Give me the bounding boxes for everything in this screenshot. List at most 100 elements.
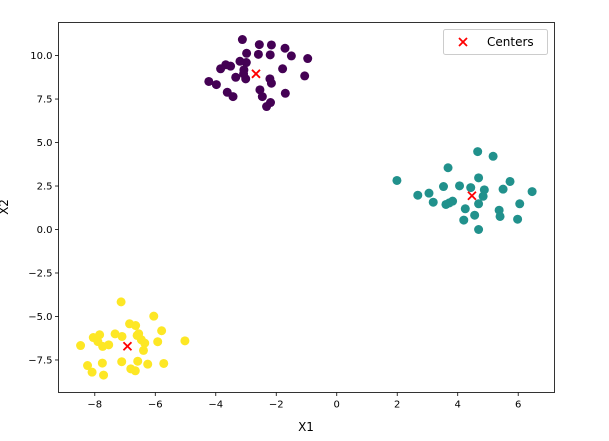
x-tick-label: −2	[269, 400, 284, 411]
cluster-0-point	[257, 92, 267, 102]
cluster-1-point	[505, 176, 515, 186]
cluster-0-point	[265, 50, 275, 60]
cluster-0-point	[280, 88, 290, 98]
cluster-2-point	[117, 331, 127, 341]
cluster-1-point	[424, 188, 434, 198]
x-tick-label: 2	[394, 400, 400, 411]
cluster-1-point	[444, 198, 454, 208]
cluster-2-point	[83, 361, 93, 371]
center-marker	[122, 341, 133, 351]
cluster-2-point	[116, 297, 126, 307]
cluster-2-point	[130, 366, 140, 376]
x-axis-label: X1	[298, 420, 314, 434]
y-axis: −7.5 −5.0 −2.5 0.0 2.5 5.0 7.5 10.0	[28, 51, 59, 366]
x-tick-label: −4	[208, 400, 223, 411]
cluster-1-point	[428, 197, 438, 207]
y-tick-label: 10.0	[30, 51, 52, 62]
cluster-0-point	[303, 54, 313, 64]
cluster-1-point	[466, 183, 476, 193]
cluster-2-point	[180, 336, 190, 346]
cluster-1-point	[470, 210, 480, 220]
cluster-1-point	[474, 199, 484, 209]
points-layer	[76, 35, 537, 380]
y-tick-label: 2.5	[37, 182, 53, 193]
y-axis-label: X2	[0, 199, 11, 215]
x-tick-label: 4	[455, 400, 461, 411]
cluster-2-point	[97, 358, 107, 368]
cluster-2-point	[134, 329, 144, 339]
cluster-0-point	[237, 35, 247, 45]
cluster-2-point	[133, 356, 143, 366]
cluster-2-point	[138, 345, 148, 355]
legend-box	[443, 29, 548, 55]
cluster-2-point	[149, 311, 159, 321]
cluster-2-point	[153, 337, 163, 347]
cluster-0-point	[266, 78, 276, 88]
cluster-0-point	[228, 92, 238, 102]
cluster-1-point	[488, 151, 498, 161]
cluster-0-point	[255, 85, 265, 95]
cluster-2-point	[157, 326, 167, 336]
cluster-2-point	[76, 341, 86, 351]
cluster-0-point	[254, 40, 264, 50]
cluster-2-point	[159, 358, 169, 368]
cluster-0-point	[231, 72, 241, 82]
cluster-0-point	[216, 64, 226, 74]
cluster-2-point	[104, 340, 114, 350]
cluster-0-point	[262, 102, 272, 112]
cluster-1-point	[495, 211, 505, 221]
cluster-1-point	[527, 187, 537, 197]
cluster-0-point	[211, 80, 221, 90]
cluster-0-point	[204, 76, 214, 86]
y-tick-label: −7.5	[28, 355, 52, 366]
plot-frame	[58, 22, 555, 393]
cluster-0-point	[253, 49, 263, 59]
cluster-2-point	[87, 367, 97, 377]
cluster-1-point	[515, 199, 525, 209]
cluster-1-point	[478, 191, 488, 201]
cluster-2-point	[131, 321, 141, 331]
cluster-1-point	[455, 181, 465, 191]
cluster-1-point	[392, 175, 402, 185]
cluster-0-point	[239, 69, 249, 79]
cluster-0-point	[241, 58, 251, 68]
cluster-1-point	[474, 225, 484, 235]
cluster-1-point	[460, 204, 470, 214]
x-tick-label: 6	[515, 400, 521, 411]
center-marker	[251, 69, 261, 79]
legend-centers-label: Centers	[487, 35, 534, 49]
y-tick-label: 5.0	[37, 138, 53, 149]
legend: Centers	[443, 29, 548, 55]
cluster-1-point	[443, 163, 453, 173]
legend-centers-marker	[458, 37, 468, 47]
x-tick-label: −8	[87, 400, 102, 411]
cluster-0-point	[242, 48, 252, 58]
x-tick-label: 0	[334, 400, 340, 411]
cluster-2-point	[140, 338, 150, 348]
y-tick-label: 7.5	[37, 95, 53, 106]
y-tick-label: −2.5	[28, 268, 52, 279]
cluster-1-point	[498, 184, 508, 194]
cluster-0-point	[286, 51, 296, 61]
y-tick-label: −5.0	[28, 312, 52, 323]
cluster-1-point	[513, 214, 523, 224]
cluster-1-point	[474, 173, 484, 183]
cluster-1-point	[439, 182, 449, 192]
cluster-0-point	[266, 40, 276, 50]
y-tick-label: 0.0	[37, 225, 53, 236]
cluster-0-point	[280, 43, 290, 53]
cluster-0-point	[278, 64, 288, 74]
cluster-2-point	[110, 329, 120, 339]
x-axis: −8 −6 −4 −2 0 2 4 6	[87, 392, 521, 411]
cluster-2-point	[117, 357, 127, 367]
x-tick-label: −6	[148, 400, 163, 411]
center-marker	[467, 191, 477, 201]
cluster-2-point	[99, 370, 109, 380]
cluster-0-point	[300, 71, 310, 81]
cluster-1-point	[459, 215, 469, 225]
cluster-0-point	[226, 61, 236, 71]
cluster-1-point	[413, 190, 423, 200]
cluster-2-point	[143, 359, 153, 369]
cluster-1-point	[473, 147, 483, 157]
